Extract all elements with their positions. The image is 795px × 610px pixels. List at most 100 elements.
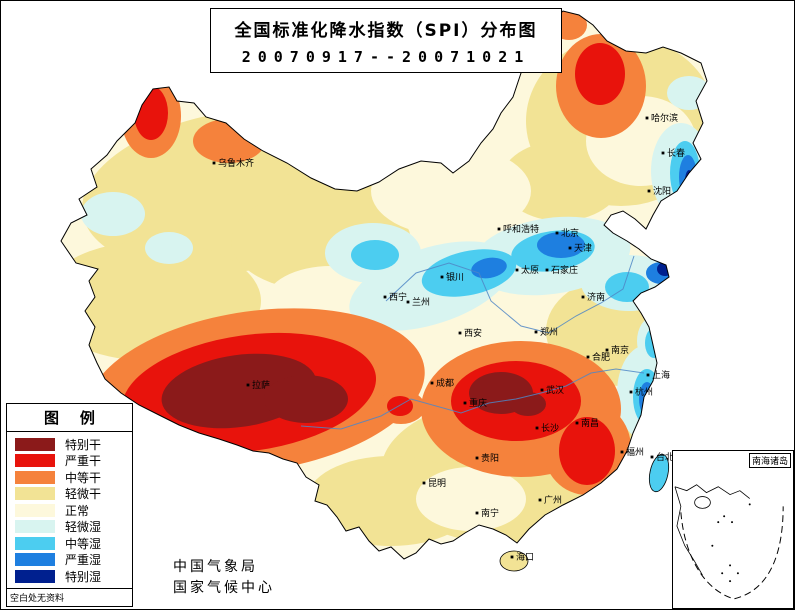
city-上海: 上海 — [646, 369, 670, 381]
spi-region — [559, 417, 615, 485]
legend-item: 中等湿 — [15, 535, 124, 552]
city-name: 沈阳 — [653, 185, 671, 197]
city-marker — [629, 390, 633, 394]
spi-region — [510, 392, 546, 416]
city-name: 重庆 — [469, 397, 487, 409]
city-name: 昆明 — [428, 478, 446, 489]
legend-label: 中等湿 — [65, 536, 102, 551]
city-拉萨: 拉萨 — [246, 379, 270, 391]
legend-swatch — [15, 454, 55, 468]
legend-item: 特别湿 — [15, 568, 124, 585]
city-name: 广州 — [544, 494, 562, 506]
legend-swatch — [15, 536, 55, 550]
spi-region — [145, 232, 193, 264]
city-合肥: 合肥 — [586, 351, 610, 363]
city-石家庄: 石家庄 — [545, 264, 578, 276]
city-name: 兰州 — [412, 296, 430, 308]
yellow-river — [385, 255, 635, 334]
city-武汉: 武汉 — [540, 384, 564, 396]
city-乌鲁木齐: 乌鲁木齐 — [212, 157, 254, 169]
city-长沙: 长沙 — [535, 422, 559, 434]
hainan-island — [499, 550, 529, 572]
city-name: 天津 — [574, 243, 592, 254]
city-name: 贵阳 — [481, 452, 499, 464]
city-marker — [568, 246, 572, 250]
city-沈阳: 沈阳 — [647, 185, 671, 197]
city-marker — [383, 295, 387, 299]
city-太原: 太原 — [515, 264, 539, 276]
city-台北: 台北 — [650, 451, 674, 463]
legend-label: 严重干 — [65, 454, 102, 469]
city-name: 济南 — [587, 291, 605, 303]
city-marker — [535, 426, 539, 430]
city-哈尔滨: 哈尔滨 — [645, 112, 678, 124]
legend: 图 例 特别干 严重干 中等干 轻微干 正常 轻微湿 中等湿 严重湿 特别湿 空白处无资料 — [6, 403, 133, 607]
city-name: 拉萨 — [252, 379, 270, 391]
city-marker — [555, 231, 559, 235]
city-name: 呼和浩特 — [503, 223, 539, 235]
inset-dashed-boundary — [680, 506, 784, 600]
city-name: 石家庄 — [551, 264, 578, 276]
city-name: 武汉 — [546, 384, 564, 396]
spi-region — [645, 328, 663, 358]
legend-item: 正常 — [15, 502, 124, 519]
attribution-center: 国家气候中心 — [173, 580, 275, 596]
legend-label: 轻微干 — [65, 487, 102, 502]
city-昆明: 昆明 — [422, 478, 446, 489]
spi-region — [264, 375, 348, 423]
spi-region — [575, 43, 625, 105]
city-name: 南宁 — [481, 507, 499, 519]
city-成都: 成都 — [430, 377, 454, 389]
city-兰州: 兰州 — [406, 296, 430, 308]
city-marker — [646, 373, 650, 377]
city-name: 台北 — [656, 451, 674, 463]
map-title: 全国标准化降水指数（SPI）分布图 — [234, 20, 538, 41]
legend-item: 严重干 — [15, 453, 124, 470]
city-marker — [661, 151, 665, 155]
map-title-box: 全国标准化降水指数（SPI）分布图 20070917--20071021 — [210, 8, 562, 73]
spi-region — [387, 396, 413, 416]
city-name: 哈尔滨 — [651, 112, 678, 124]
city-name: 南京 — [611, 344, 629, 356]
city-name: 杭州 — [635, 386, 653, 398]
city-marker — [605, 348, 609, 352]
spi-region — [471, 257, 507, 279]
city-济南: 济南 — [581, 291, 605, 303]
city-name: 乌鲁木齐 — [218, 157, 254, 169]
spi-region — [501, 141, 621, 221]
city-name: 海口 — [516, 551, 534, 563]
legend-items: 特别干 严重干 中等干 轻微干 正常 轻微湿 中等湿 严重湿 特别湿 — [7, 432, 132, 588]
spi-region — [667, 76, 707, 110]
spi-region — [605, 272, 649, 302]
city-杭州: 杭州 — [629, 386, 653, 398]
legend-label: 轻微湿 — [65, 520, 102, 535]
city-贵阳: 贵阳 — [475, 452, 499, 464]
inset-label: 南海诸岛 — [748, 453, 791, 468]
city-marker — [515, 268, 519, 272]
legend-label: 严重湿 — [65, 553, 102, 568]
spi-region — [81, 192, 145, 236]
city-marker — [510, 555, 514, 559]
city-marker — [534, 330, 538, 334]
city-marker — [620, 450, 624, 454]
spi-region — [371, 146, 531, 236]
south-china-sea-map — [674, 484, 784, 600]
city-银川: 银川 — [440, 271, 464, 283]
city-marker — [647, 189, 651, 193]
city-南宁: 南宁 — [475, 507, 499, 519]
legend-swatch — [15, 503, 55, 517]
attribution-agency: 中国气象局 — [173, 559, 258, 575]
attribution: 中国气象局 国家气候中心 — [173, 557, 275, 599]
spi-region — [679, 155, 697, 199]
legend-item: 严重湿 — [15, 552, 124, 569]
city-天津: 天津 — [568, 243, 592, 254]
city-marker — [575, 421, 579, 425]
yangtze-river — [300, 368, 645, 430]
city-name: 长春 — [667, 147, 685, 159]
legend-item: 轻微干 — [15, 486, 124, 503]
city-name: 福州 — [626, 446, 644, 458]
city-marker — [497, 227, 501, 231]
city-marker — [212, 161, 216, 165]
